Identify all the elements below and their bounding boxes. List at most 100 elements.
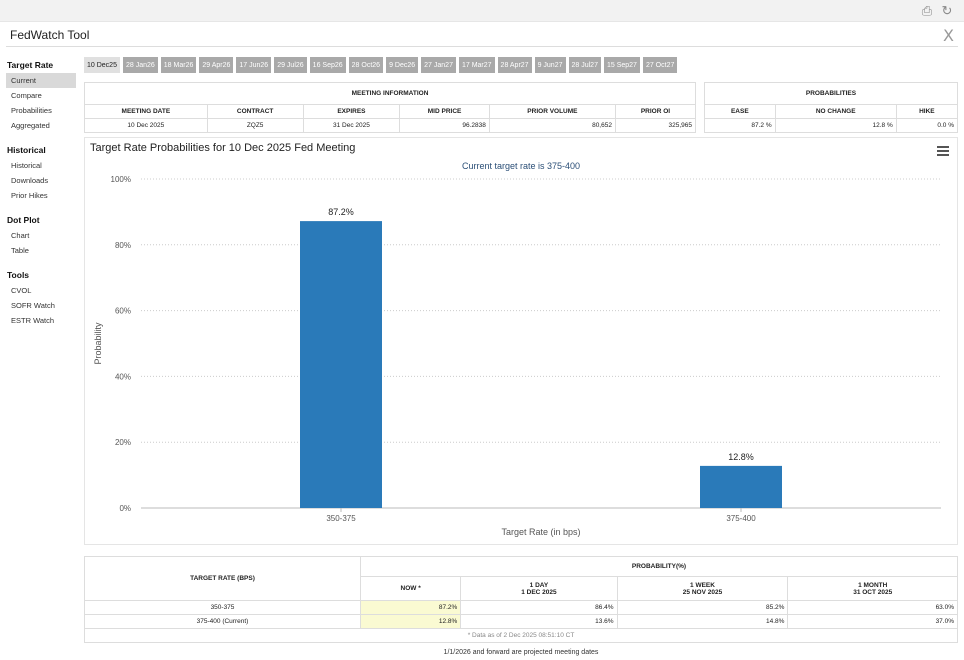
rate-cell: 350-375 bbox=[84, 600, 361, 615]
column-header: EXPIRES bbox=[302, 104, 401, 119]
tab-27-oct27[interactable]: 27 Oct27 bbox=[642, 57, 678, 73]
probability-cell: 13.6% bbox=[460, 614, 618, 629]
column-header: MEETING DATE bbox=[84, 104, 208, 119]
sidebar-group-title: Dot Plot bbox=[7, 215, 40, 225]
meeting-tabs: 10 Dec25 28 Jan26 18 Mar26 29 Apr26 17 Jun26… bbox=[84, 57, 678, 73]
probabilities-header: PROBABILITIES bbox=[704, 82, 958, 105]
period-label: 1 MONTH bbox=[858, 581, 888, 589]
print-icon[interactable]: ⎙ bbox=[921, 3, 933, 18]
y-tick-label: 100% bbox=[111, 175, 131, 184]
y-tick-label: 20% bbox=[115, 438, 131, 447]
sidebar-item-chart[interactable]: Chart bbox=[11, 231, 30, 240]
period-date: 31 OCT 2025 bbox=[853, 588, 893, 596]
tab-9-jun27[interactable]: 9 Jun27 bbox=[534, 57, 566, 73]
tab-17-jun26[interactable]: 17 Jun26 bbox=[236, 57, 272, 73]
table-cell: 87.2 % bbox=[704, 118, 776, 133]
rate-cell: 375-400 (Current) bbox=[84, 614, 361, 629]
table-cell: 31 Dec 2025 bbox=[302, 118, 401, 133]
column-header: EASE bbox=[704, 104, 776, 119]
sidebar-group-title: Target Rate bbox=[7, 60, 54, 70]
sidebar-group-historical: Historical Historical Downloads Prior Hikes bbox=[0, 141, 80, 203]
refresh-icon[interactable]: ↻ bbox=[941, 3, 953, 18]
tab-27-jan27[interactable]: 27 Jan27 bbox=[421, 57, 456, 73]
app-title: FedWatch Tool bbox=[10, 28, 90, 42]
tab-28-oct26[interactable]: 28 Oct26 bbox=[348, 57, 384, 73]
y-axis-label: Probability bbox=[93, 322, 103, 365]
table-cell: 10 Dec 2025 bbox=[84, 118, 208, 133]
table-row: 350-375 87.2% 86.4% 85.2% 63.0% bbox=[84, 600, 958, 615]
column-header: PRIOR VOLUME bbox=[488, 104, 616, 119]
y-tick-label: 80% bbox=[115, 241, 131, 250]
close-icon[interactable]: X bbox=[943, 26, 954, 45]
probability-cell: 63.0% bbox=[787, 600, 958, 615]
tab-15-sep27[interactable]: 15 Sep27 bbox=[603, 57, 640, 73]
sidebar-item-estr-watch[interactable]: ESTR Watch bbox=[11, 316, 55, 325]
divider bbox=[6, 46, 958, 47]
toolbar-icons: ⎙ ↻ bbox=[920, 4, 954, 18]
bar-375-400[interactable] bbox=[700, 465, 782, 508]
sidebar-group-target-rate: Target Rate Current Compare Probabilities Ag… bbox=[0, 56, 80, 133]
probability-group-header: PROBABILITY(%) bbox=[360, 556, 958, 577]
sidebar-item-downloads[interactable]: Downloads bbox=[11, 176, 49, 185]
chart-panel: Target Rate Probabilities for 10 Dec 202… bbox=[84, 137, 958, 545]
sidebar-item-cvol[interactable]: CVOL bbox=[11, 286, 32, 295]
sidebar-item-historical[interactable]: Historical bbox=[11, 161, 42, 170]
probability-cell: 14.8% bbox=[616, 614, 789, 629]
tab-16-sep26[interactable]: 16 Sep26 bbox=[309, 57, 346, 73]
table-row: 375-400 (Current) 12.8% 13.6% 14.8% 37.0% bbox=[84, 614, 958, 629]
target-rate-column-header: TARGET RATE (BPS) bbox=[84, 556, 361, 601]
bar-350-375[interactable] bbox=[300, 221, 382, 508]
tab-18-mar26[interactable]: 18 Mar26 bbox=[160, 57, 197, 73]
y-tick-label: 0% bbox=[119, 504, 131, 513]
period-label: 1 WEEK bbox=[690, 581, 715, 589]
probability-cell: 86.4% bbox=[460, 600, 618, 615]
period-label: NOW * bbox=[400, 585, 421, 592]
data-timestamp-note: * Data as of 2 Dec 2025 08:51:10 CT bbox=[84, 628, 958, 643]
y-tick-label: 60% bbox=[115, 307, 131, 316]
period-date: 25 NOV 2025 bbox=[682, 588, 723, 596]
table-cell: 325,965 bbox=[614, 118, 697, 133]
sidebar: Target Rate Current Compare Probabilities Ag… bbox=[0, 56, 80, 336]
sidebar-item-aggregated[interactable]: Aggregated bbox=[11, 121, 50, 130]
sidebar-item-sofr-watch[interactable]: SOFR Watch bbox=[11, 301, 55, 310]
probabilities-table: PROBABILITIES EASE NO CHANGE HIKE 87.2 % 12… bbox=[704, 82, 959, 133]
tab-10-dec25[interactable]: 10 Dec25 bbox=[84, 57, 120, 73]
tab-28-jul27[interactable]: 28 Jul27 bbox=[568, 57, 601, 73]
table-cell: 12.8 % bbox=[774, 118, 897, 133]
probability-cell: 37.0% bbox=[787, 614, 958, 629]
sidebar-item-table[interactable]: Table bbox=[11, 246, 29, 255]
table-cell: 80,652 bbox=[488, 118, 616, 133]
probability-cell: 87.2% bbox=[359, 600, 462, 615]
tab-29-jul26[interactable]: 29 Jul26 bbox=[274, 57, 307, 73]
data-label: 12.8% bbox=[728, 452, 754, 462]
column-header: HIKE bbox=[895, 104, 959, 119]
sidebar-group-title: Tools bbox=[7, 270, 30, 280]
tab-9-dec26[interactable]: 9 Dec26 bbox=[386, 57, 419, 73]
period-header: 1 WEEK 25 NOV 2025 bbox=[616, 576, 789, 601]
probability-cell: 85.2% bbox=[616, 600, 789, 615]
sidebar-item-current[interactable]: Current bbox=[6, 73, 76, 88]
sidebar-group-tools: Tools CVOL SOFR Watch ESTR Watch bbox=[0, 266, 80, 328]
sidebar-item-prior-hikes[interactable]: Prior Hikes bbox=[11, 191, 48, 200]
sidebar-item-compare[interactable]: Compare bbox=[11, 91, 42, 100]
sidebar-group-dot-plot: Dot Plot Chart Table bbox=[0, 211, 80, 258]
chart-menu-icon[interactable] bbox=[937, 146, 949, 156]
chart-subtitle: Current target rate is 375-400 bbox=[462, 161, 580, 171]
column-header: MID PRICE bbox=[399, 104, 490, 119]
tab-28-apr27[interactable]: 28 Apr27 bbox=[497, 57, 532, 73]
meeting-info-header: MEETING INFORMATION bbox=[84, 82, 696, 105]
probability-cell: 12.8% bbox=[359, 614, 462, 629]
projection-note: 1/1/2026 and forward are projected meeti… bbox=[443, 649, 599, 656]
table-cell: 0.0 % bbox=[895, 118, 959, 133]
tab-17-mar27[interactable]: 17 Mar27 bbox=[458, 57, 495, 73]
y-tick-label: 40% bbox=[115, 372, 131, 381]
data-label: 87.2% bbox=[328, 207, 354, 217]
period-header: 1 DAY 1 DEC 2025 bbox=[460, 576, 618, 601]
table-cell: 96.2838 bbox=[399, 118, 490, 133]
tab-28-jan26[interactable]: 28 Jan26 bbox=[122, 57, 158, 73]
tab-29-apr26[interactable]: 29 Apr26 bbox=[199, 57, 234, 73]
bar-chart: Current target rate is 375-400 0% 20% 40% 60… bbox=[93, 161, 941, 537]
period-date: 1 DEC 2025 bbox=[521, 588, 557, 596]
column-header: CONTRACT bbox=[206, 104, 304, 119]
sidebar-item-probabilities[interactable]: Probabilities bbox=[11, 106, 52, 115]
